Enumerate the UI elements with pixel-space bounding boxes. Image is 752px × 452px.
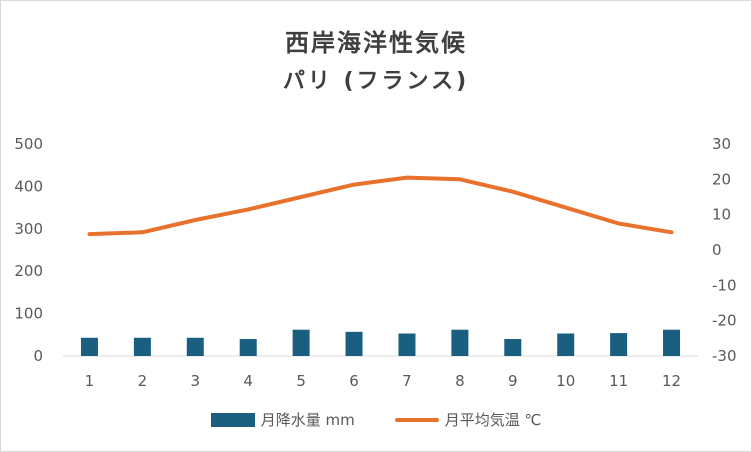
legend-swatch-bar (210, 412, 255, 427)
x-tick-label: 3 (191, 372, 201, 390)
y-right-tick-label: -20 (712, 312, 737, 330)
line-temperature (87, 175, 674, 237)
x-tick-label: 11 (609, 372, 628, 390)
y-left-tick-label: 100 (14, 305, 43, 323)
bar-precipitation (80, 337, 98, 356)
y-right-tick-label: -30 (712, 347, 737, 365)
bar-precipitation (239, 339, 257, 356)
bar-precipitation (398, 333, 416, 356)
bar-precipitation (610, 333, 628, 356)
bar-precipitation (451, 329, 469, 356)
x-tick-label: 12 (662, 372, 681, 390)
chart-legend: 月降水量 mm 月平均気温 ℃ (1, 409, 751, 430)
x-tick-label: 8 (455, 372, 465, 390)
bar-precipitation (557, 333, 575, 356)
chart-title: 西岸海洋性気候 (285, 29, 467, 57)
y-left-tick-label: 0 (33, 347, 43, 365)
y-left-tick-label: 400 (14, 177, 43, 195)
y-right-tick-label: 30 (712, 135, 731, 153)
chart-subtitle: パリ (フランス) (282, 69, 470, 94)
y-left-tick-label: 500 (14, 135, 43, 153)
y-right-tick-label: 20 (712, 170, 731, 188)
legend-item-precipitation: 月降水量 mm (210, 409, 355, 430)
x-tick-label: 2 (138, 372, 148, 390)
bar-precipitation (663, 329, 681, 356)
x-tick-label: 5 (296, 372, 306, 390)
y-right-tick-label: -10 (712, 276, 737, 294)
bar-precipitation (504, 339, 522, 356)
y-left-tick-label: 300 (14, 220, 43, 238)
x-tick-label: 9 (508, 372, 518, 390)
y-left-tick-label: 200 (14, 262, 43, 280)
legend-item-temperature: 月平均気温 ℃ (394, 409, 542, 430)
legend-label-precipitation: 月降水量 mm (260, 411, 355, 429)
x-tick-label: 1 (85, 372, 95, 390)
bar-precipitation (345, 331, 363, 356)
x-tick-label: 4 (243, 372, 253, 390)
legend-swatch-line (394, 417, 439, 422)
bar-precipitation (186, 337, 204, 356)
legend-label-temperature: 月平均気温 ℃ (444, 411, 542, 429)
x-tick-label: 10 (556, 372, 575, 390)
x-tick-label: 6 (349, 372, 359, 390)
y-right-tick-label: 10 (712, 206, 731, 224)
bar-precipitation (292, 329, 310, 356)
y-right-tick-label: 0 (712, 241, 722, 259)
x-tick-label: 7 (402, 372, 412, 390)
bar-precipitation (133, 337, 151, 356)
